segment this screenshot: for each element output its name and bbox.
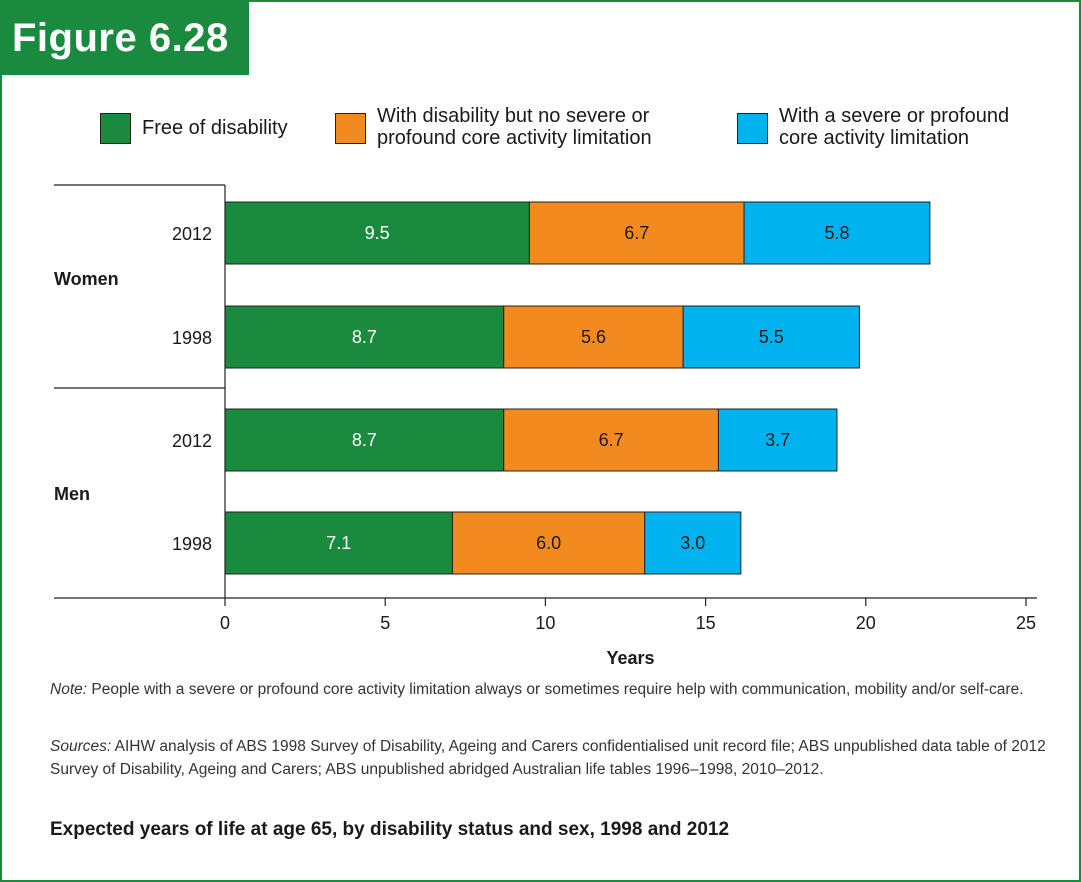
- bar-segment: [503, 408, 719, 472]
- legend-label-disability-line2: profound core activity limitation: [377, 127, 652, 149]
- legend-label-free: Free of disability: [142, 117, 288, 139]
- bar-segment: [224, 305, 505, 369]
- x-tick-label: 25: [1016, 613, 1036, 633]
- legend-item-free: Free of disability: [100, 105, 288, 144]
- bar-value-label: 3.7: [765, 430, 790, 450]
- legend-item-severe: With a severe or profound core activity …: [737, 105, 1009, 149]
- bar-segment: [224, 511, 453, 575]
- note-text: People with a severe or profound core ac…: [87, 681, 1024, 698]
- bar-value-label: 6.0: [536, 533, 561, 553]
- category-label: 1998: [172, 328, 212, 348]
- legend-swatch-severe: [737, 113, 768, 144]
- legend-item-disability: With disability but no severe or profoun…: [335, 105, 652, 149]
- legend-label-severe-line2: core activity limitation: [779, 127, 970, 149]
- category-label: 2012: [172, 431, 212, 451]
- chart-note: Note: People with a severe or profound c…: [50, 678, 1040, 701]
- bar-value-label: 8.7: [352, 430, 377, 450]
- bar-value-label: 3.0: [680, 533, 705, 553]
- bar-segment: [743, 201, 931, 265]
- sources-text: AIHW analysis of ABS 1998 Survey of Disa…: [50, 738, 1046, 778]
- bar-segment: [451, 511, 646, 575]
- bar-value-label: 5.6: [581, 327, 606, 347]
- x-tick-label: 15: [696, 613, 716, 633]
- legend-swatch-disability: [335, 113, 366, 144]
- bar-value-label: 5.5: [759, 327, 784, 347]
- sources-label: Sources:: [50, 738, 112, 755]
- bar-segment: [644, 511, 742, 575]
- x-axis-title: Years: [606, 648, 654, 668]
- figure-label: Figure 6.28: [2, 2, 249, 75]
- bar-segment: [682, 305, 860, 369]
- bar-value-label: 9.5: [365, 223, 390, 243]
- category-label: 1998: [172, 534, 212, 554]
- bar-value-label: 7.1: [326, 533, 351, 553]
- x-tick-label: 0: [220, 613, 230, 633]
- bar-segment: [528, 201, 745, 265]
- group-label: Men: [54, 484, 90, 504]
- note-label: Note:: [50, 681, 88, 698]
- group-label: Women: [54, 269, 119, 289]
- legend-label-disability-line1: With disability but no severe or: [377, 105, 650, 127]
- bar-value-label: 6.7: [624, 223, 649, 243]
- x-tick-label: 5: [380, 613, 390, 633]
- x-tick-label: 20: [856, 613, 876, 633]
- bar-segment: [503, 305, 684, 369]
- figure-caption: Expected years of life at age 65, by dis…: [50, 819, 730, 840]
- bar-segment: [717, 408, 838, 472]
- category-label: 2012: [172, 224, 212, 244]
- x-tick-label: 10: [535, 613, 555, 633]
- bar-segment: [224, 408, 505, 472]
- bar-value-label: 8.7: [352, 327, 377, 347]
- chart-sources: Sources: AIHW analysis of ABS 1998 Surve…: [50, 735, 1050, 781]
- bar-value-label: 6.7: [599, 430, 624, 450]
- bar-value-label: 5.8: [824, 223, 849, 243]
- legend-label-severe-line1: With a severe or profound: [779, 105, 1010, 127]
- legend-swatch-free: [100, 113, 131, 144]
